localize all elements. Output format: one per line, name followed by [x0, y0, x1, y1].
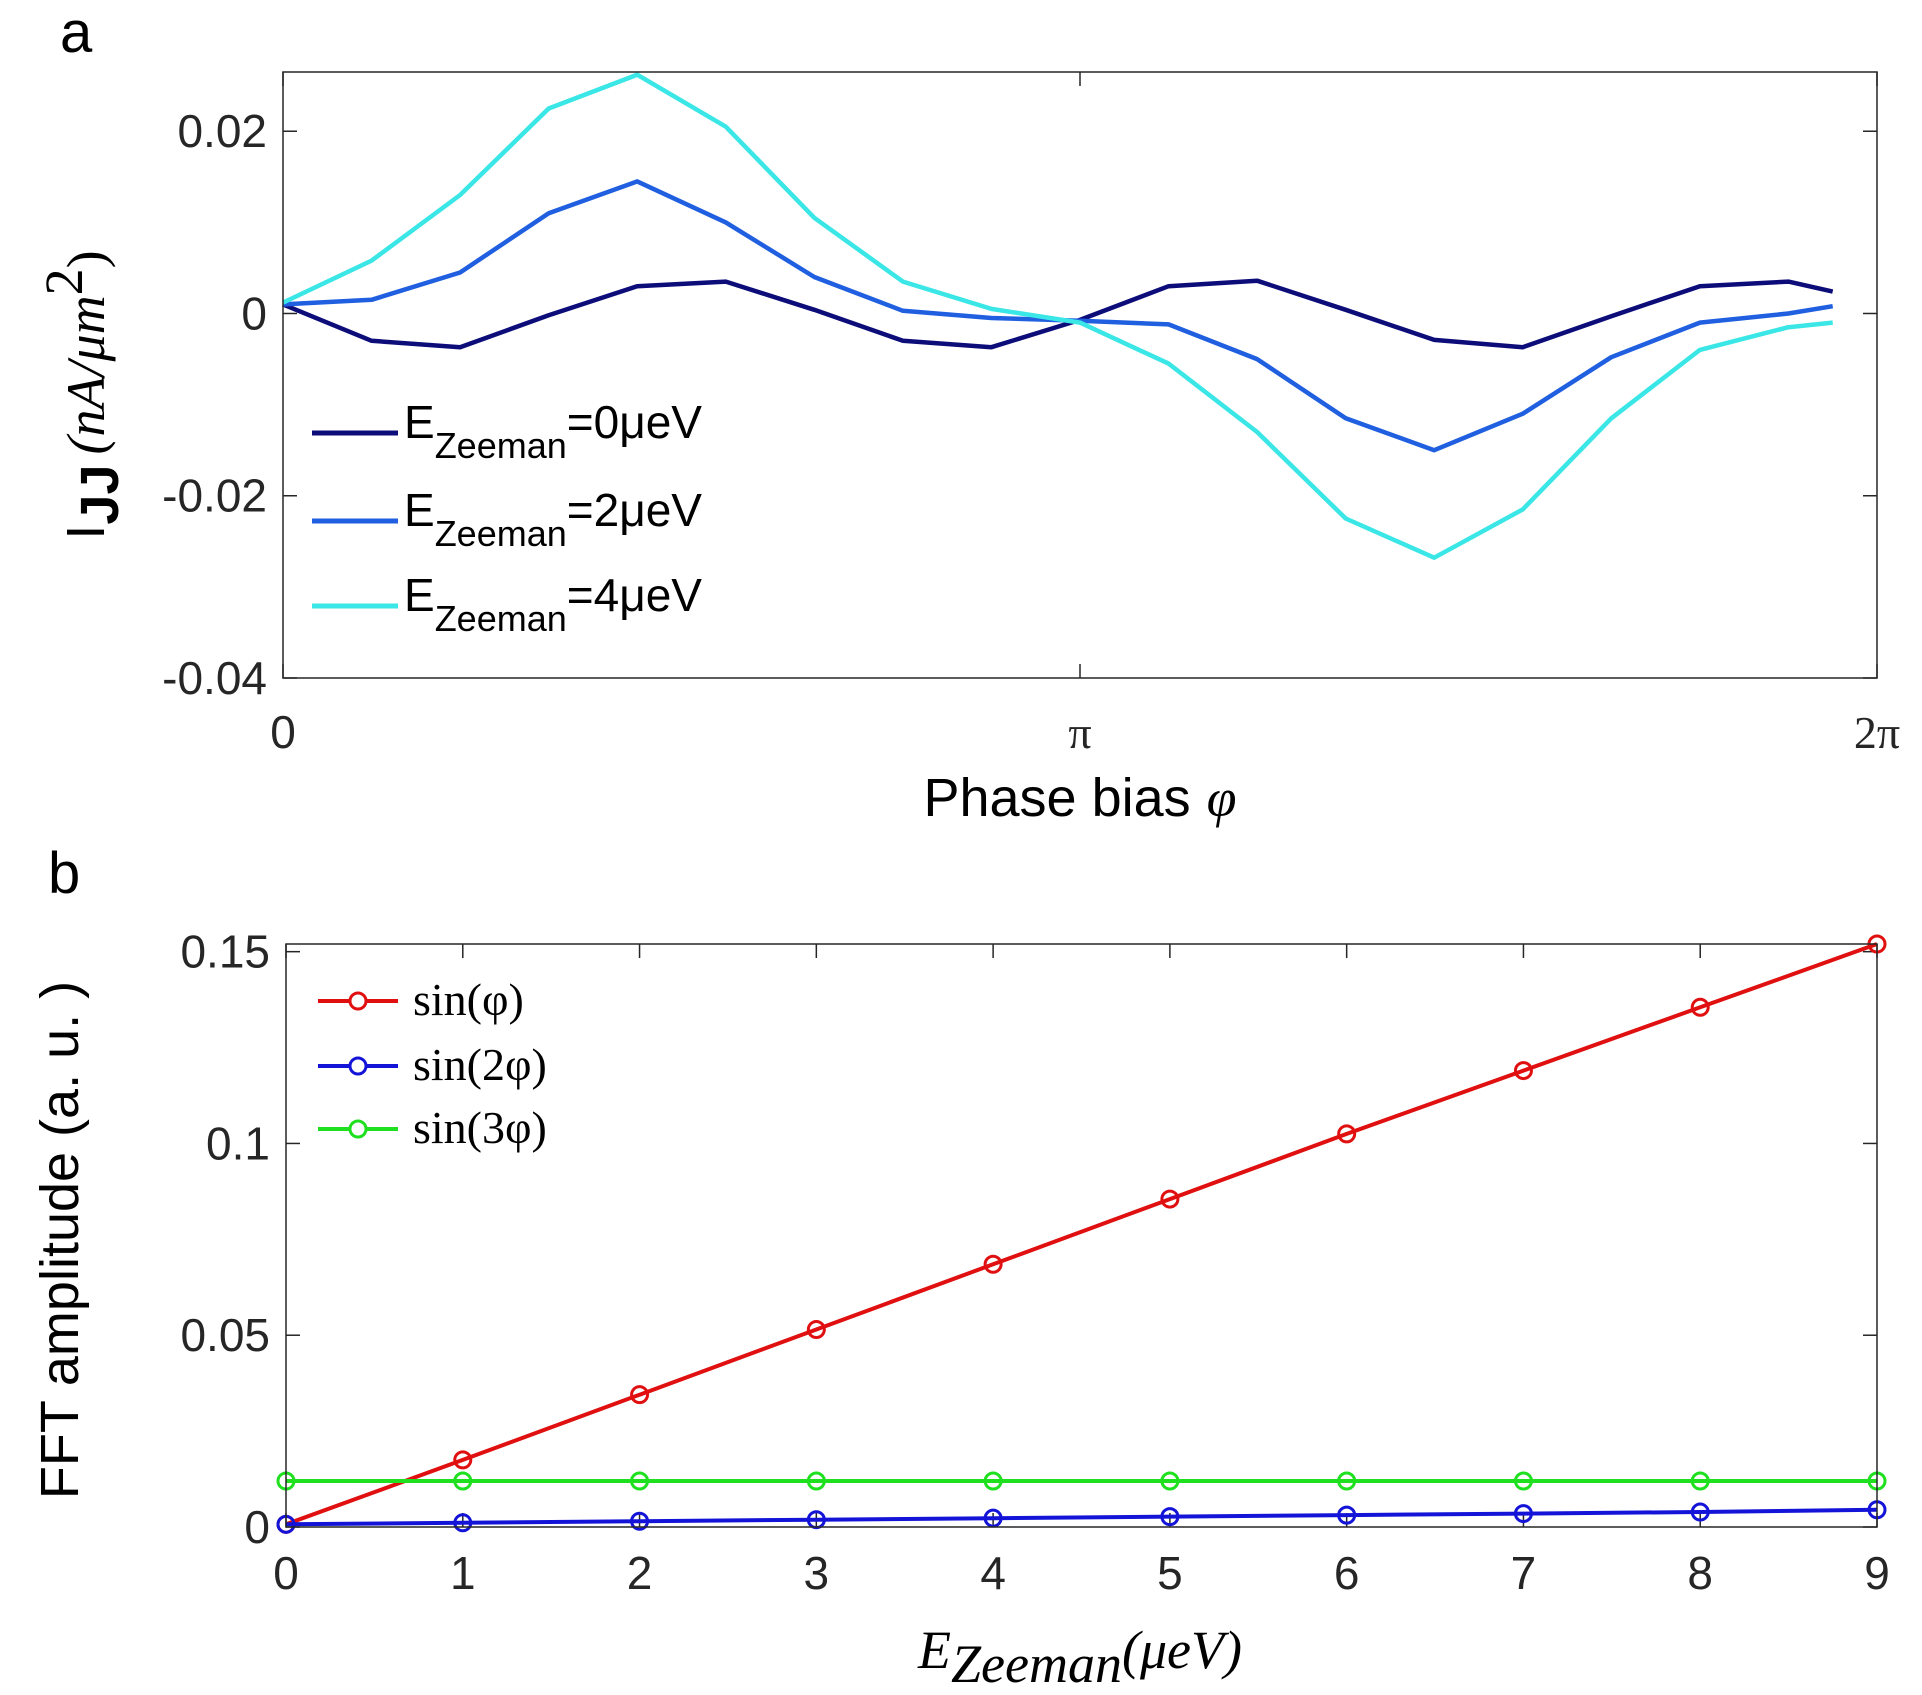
x-tick-label: 1 — [450, 1547, 476, 1599]
series-1-point — [1690, 1502, 1710, 1522]
legend-ez4-sub: Zeeman — [435, 598, 567, 639]
legend-marker-sin-3phi — [348, 1119, 368, 1139]
legend-ez4-main: E — [404, 569, 435, 621]
legend-label-ez4: EZeeman=4μeV — [404, 569, 702, 639]
legend-ez0-sub: Zeeman — [435, 425, 567, 466]
series-2-point — [1337, 1471, 1357, 1491]
legend-label-ez0: EZeeman=0μeV — [404, 396, 702, 466]
panel-a-xlabel-text: Phase bias — [923, 768, 1190, 828]
panel-a-legend: EZeeman=0μeV EZeeman=2μeV EZeeman=4μeV — [312, 396, 702, 639]
panel-b-legend: sin(φ) sin(2φ) sin(3φ) — [318, 974, 547, 1153]
series-line-1 — [282, 179, 1834, 453]
series-2-point — [806, 1471, 826, 1491]
x-tick-label: 8 — [1687, 1547, 1713, 1599]
panel-a-y-axis-label: IJJ (nA/μm2) — [34, 250, 130, 539]
series-line-1 — [285, 1507, 1878, 1527]
panel-a-ylabel-main: I — [56, 525, 116, 540]
series-0-point — [1690, 997, 1710, 1017]
x-tick-label: 9 — [1864, 1547, 1890, 1599]
legend-ez4-tail: =4μeV — [567, 569, 703, 621]
series-1-point — [1513, 1504, 1533, 1524]
series-1-point — [630, 1511, 650, 1531]
legend-label-sin-2phi: sin(2φ) — [413, 1039, 547, 1090]
legend-marker-sin-2phi — [348, 1056, 368, 1076]
panel-a-tick-labels: 0 π 2π 0.02 0 -0.02 -0.04 — [162, 105, 1900, 758]
panel-b-x-axis-label: EZeeman(μeV) — [917, 1620, 1242, 1694]
x-tick-label: 6 — [1334, 1547, 1360, 1599]
panel-a-ylabel-close: ) — [56, 250, 116, 268]
series-1-point — [983, 1508, 1003, 1528]
y-tick-label: -0.04 — [162, 652, 267, 704]
legend-label-sin-3phi: sin(3φ) — [413, 1102, 547, 1153]
x-tick-label: 3 — [804, 1547, 830, 1599]
x-tick-label: 0 — [273, 1547, 299, 1599]
legend-ez0-tail: =0μeV — [567, 396, 703, 448]
series-line-0 — [285, 942, 1878, 1527]
x-tick-label: 0 — [270, 706, 296, 758]
y-tick-label: 0.1 — [206, 1117, 270, 1169]
panel-a-ylabel-units: (nA/μm — [56, 295, 116, 454]
series-0-point — [983, 1254, 1003, 1274]
x-tick-label: 7 — [1511, 1547, 1537, 1599]
y-tick-label: 0.02 — [177, 105, 267, 157]
panel-a-ylabel-sub: JJ — [70, 464, 130, 524]
series-2-point — [453, 1471, 473, 1491]
x-tick-label: 2 — [627, 1547, 653, 1599]
panel-b-xlabel-units: (μeV) — [1122, 1620, 1242, 1680]
legend-ez2-main: E — [404, 484, 435, 536]
y-tick-label: 0.15 — [180, 926, 270, 978]
x-tick-label: 4 — [980, 1547, 1006, 1599]
panel-b-y-axis-label: FFT amplitude (a. u. ) — [30, 981, 90, 1499]
x-tick-label: π — [1068, 707, 1091, 758]
panel-a-ticks — [282, 72, 1878, 679]
series-2-point — [1160, 1471, 1180, 1491]
legend-marker-sin-phi — [348, 991, 368, 1011]
series-0-point — [453, 1450, 473, 1470]
panel-a-xlabel-symbol: φ — [1207, 768, 1237, 828]
legend-label-ez2: EZeeman=2μeV — [404, 484, 702, 554]
panel-b-plot-frame — [285, 943, 1878, 1528]
y-tick-label: 0.05 — [180, 1309, 270, 1361]
y-tick-label: 0 — [244, 1501, 270, 1553]
panel-b-tick-labels: 0 1 2 3 4 5 6 7 8 9 0.15 0.1 0.05 0 — [180, 926, 1889, 1599]
panel-a-plot-frame — [282, 71, 1878, 679]
series-0-point — [630, 1385, 650, 1405]
x-tick-label: 2π — [1854, 707, 1900, 758]
panel-b: b 0 1 2 3 4 5 6 7 8 9 0.15 0.1 0.05 0 FFT amplitude (… — [30, 841, 1890, 1694]
series-1-point — [1160, 1507, 1180, 1527]
panel-a-x-axis-label: Phase bias φ — [923, 768, 1236, 828]
panel-a-ylabel-sup: 2 — [34, 268, 94, 295]
panel-a-letter: a — [60, 0, 93, 65]
series-2-point — [1513, 1471, 1533, 1491]
series-1-point — [453, 1513, 473, 1533]
y-tick-label: -0.02 — [162, 470, 267, 522]
series-0-point — [1513, 1061, 1533, 1081]
panel-a: a 0 π 2π 0.02 0 -0.02 -0.04 IJJ (nA/μm2) Phase … — [34, 0, 1900, 828]
series-0-point — [1160, 1189, 1180, 1209]
series-line-0 — [282, 278, 1834, 350]
legend-ez2-tail: =2μeV — [567, 484, 703, 536]
series-2-point — [983, 1471, 1003, 1491]
panel-b-xlabel-sub: Zeeman — [951, 1634, 1122, 1694]
legend-label-sin-phi: sin(φ) — [413, 974, 524, 1025]
x-tick-label: 5 — [1157, 1547, 1183, 1599]
legend-ez2-sub: Zeeman — [435, 513, 567, 554]
series-2-point — [1690, 1471, 1710, 1491]
legend-ez0-main: E — [404, 396, 435, 448]
panel-b-xlabel-main: E — [917, 1620, 951, 1680]
series-line-2 — [282, 72, 1833, 560]
series-0-point — [1337, 1124, 1357, 1144]
series-2-point — [630, 1471, 650, 1491]
series-1-point — [1337, 1505, 1357, 1525]
panel-a-series — [282, 72, 1834, 560]
panel-b-letter: b — [48, 841, 80, 906]
series-0-point — [806, 1319, 826, 1339]
panel-b-series — [276, 934, 1887, 1534]
y-tick-label: 0 — [241, 287, 267, 339]
